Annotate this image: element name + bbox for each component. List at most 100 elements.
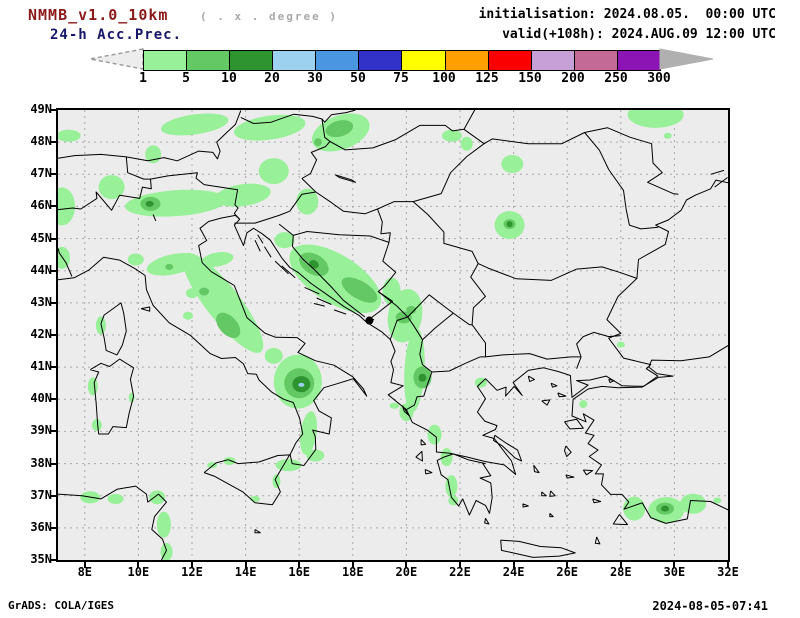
lon-label: 32E [717,565,739,579]
colorbar-segment [617,51,660,70]
lat-tick [50,398,56,401]
precip-patch-level-1 [663,132,672,139]
precip-patch-level-1 [404,328,425,413]
precip-patch-level-2 [341,277,378,303]
coastline [541,399,551,406]
precip-patch-level-3 [661,505,670,512]
country-border [377,208,391,243]
colorbar-segment [359,51,403,70]
coastline [335,174,356,183]
colorbar-tick-label: 1 [139,71,147,86]
colorbar-tick-label: 5 [182,71,190,86]
colorbar-segment [144,51,188,70]
lon-label: 22E [449,565,471,579]
precipitation-map [49,101,731,561]
lon-tick [566,562,569,568]
country-border [407,294,454,318]
coastline [549,490,556,497]
precip-patch-level-1 [445,475,458,498]
precip-patch-level-1 [149,490,166,505]
lon-tick [673,562,676,568]
precip-patch-level-1 [234,114,306,141]
colorbar-under-arrow [89,48,144,70]
coastline [257,234,264,244]
country-border [329,109,476,151]
coastline [564,418,584,430]
coastline [254,529,261,534]
colorbar-tick-label: 150 [518,71,542,86]
colorbar-tick-label: 100 [432,71,456,86]
coastline [549,513,554,518]
grads-credit-label: GrADS: COLA/IGES [8,599,114,612]
valid-time-label: valid(+108h): 2024.AUG.09 12:00 UTC [502,27,776,42]
kotor-bay-coastline-cluster [365,316,374,325]
coastline [550,382,558,388]
country-border [57,153,151,180]
lon-label: 30E [663,565,686,579]
country-border [463,127,679,195]
lon-label: 26E [556,565,579,579]
lon-tick [512,562,515,568]
precip-patch-level-1 [127,253,144,266]
coastline [500,539,576,558]
lon-label: 28E [609,565,632,579]
product-title: 24-h Acc.Prec. [50,27,183,43]
precip-patch-level-1 [156,511,171,538]
precip-patch-level-1 [441,129,462,142]
colorbar-segment [402,51,446,70]
colorbar-over-arrow [659,48,714,70]
country-border [377,291,409,318]
lat-label: 36N [30,519,52,534]
coastline [304,286,320,295]
coastline [140,306,151,312]
colorbar-segment [531,51,575,70]
coastline [522,503,529,508]
precip-patch-level-3 [145,200,154,207]
precip-patch-level-1 [215,183,271,207]
country-border [57,248,73,277]
precip-patch-level-1 [306,449,325,462]
precip-patch-level-1 [182,252,264,353]
coastline [557,392,567,398]
lat-tick [50,494,56,497]
lat-tick [50,559,56,561]
country-border [471,324,486,357]
lat-label: 46N [30,198,52,213]
lat-label: 35N [30,552,52,566]
precip-patch-level-1 [275,459,302,472]
coastline [484,517,490,525]
precip-patch-level-1 [272,474,281,489]
lon-tick [459,562,461,568]
coastline [436,453,493,516]
initialisation-time-label: initialisation: 2024.08.05. 00:00 UTC [478,7,776,22]
coastline [316,297,332,305]
lat-label: 37N [30,487,52,502]
coastline [565,474,575,479]
coastline [493,434,523,462]
country-border [584,132,659,230]
precip-patch-level-1 [680,493,707,514]
precip-patch-level-1 [249,495,260,502]
coastline [541,491,547,497]
colorbar-tick-label: 30 [307,71,323,86]
coastline [57,485,167,561]
colorbar-segment [316,51,360,70]
lat-tick [50,334,56,336]
country-border [301,118,331,179]
colorbar-segment [445,51,489,70]
grid-resolution-note: ( . x . degree ) [200,10,338,23]
colorbar-segment [488,51,532,70]
lon-label: 12E [181,565,203,579]
coastline [582,469,594,476]
lon-label: 8E [77,565,93,579]
precip-patch-level-1 [56,129,81,142]
coastline [714,177,728,188]
precip-patch-level-1 [160,113,229,136]
lat-label: 43N [30,294,52,309]
precip-patch-level-4 [298,382,305,387]
coastline [281,265,296,279]
precip-patch-level-1 [186,288,198,299]
precip-patch-level-2 [165,263,174,270]
precip-patch-level-1 [501,155,524,173]
